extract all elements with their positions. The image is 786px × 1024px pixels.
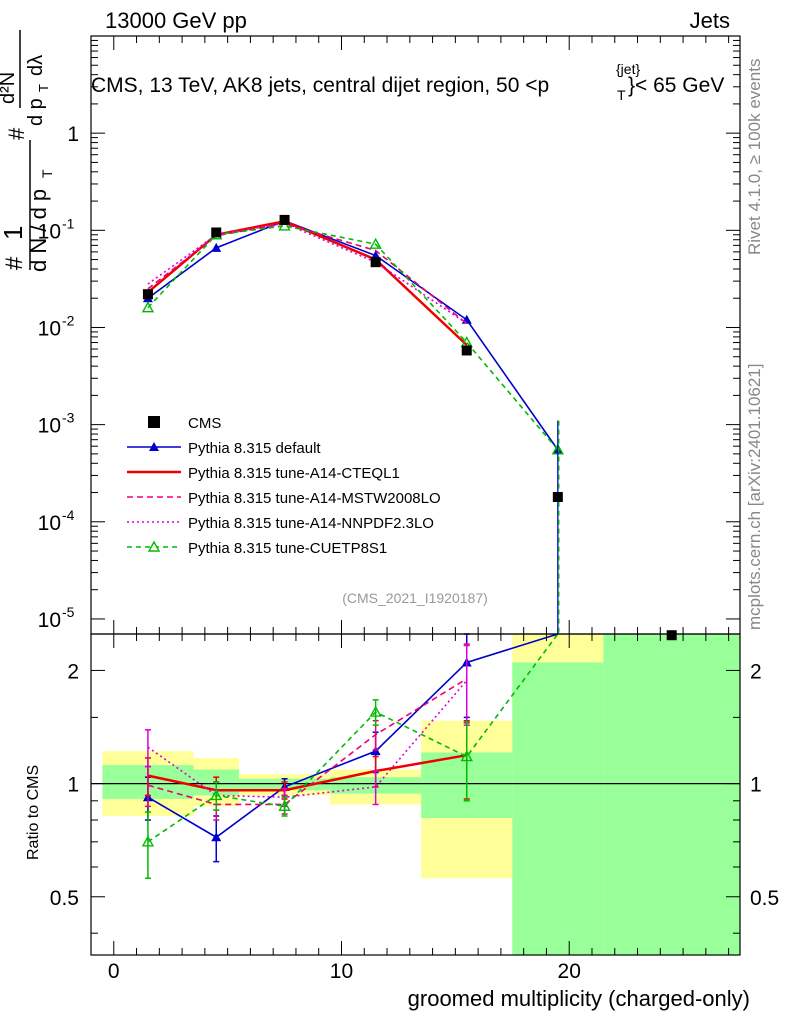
legend-label-2: Pythia 8.315 tune-A14-CTEQL1 bbox=[188, 465, 400, 482]
xtick-label-2: 20 bbox=[558, 960, 581, 983]
ylabel-frac-den2: dλ bbox=[25, 55, 47, 76]
x-axis-label: groomed multiplicity (charged-only) bbox=[408, 986, 750, 1011]
ratio-series-0-point-3 bbox=[370, 746, 381, 756]
legend-marker-5 bbox=[147, 540, 161, 552]
legend-label-1: Pythia 8.315 default bbox=[188, 440, 321, 457]
legend: CMS Pythia 8.315 default Pythia 8.315 tune… bbox=[127, 415, 441, 557]
main-series-4-point-3 bbox=[369, 237, 382, 249]
main-ytick-exp-0: -5 bbox=[62, 604, 75, 620]
ratio-series-4-point-4 bbox=[460, 750, 473, 762]
main-series-4-point-0 bbox=[141, 301, 155, 313]
main-series-4-point-2 bbox=[278, 219, 291, 231]
ratio-series-4-point-0 bbox=[141, 835, 155, 847]
cms-data-point-5 bbox=[552, 491, 563, 502]
main-series-0-point-1 bbox=[211, 242, 222, 252]
ylabel-hash2: # bbox=[4, 127, 29, 140]
main-ytick-exp-2: -3 bbox=[62, 410, 75, 426]
main-ytick-label-4: 1 bbox=[67, 123, 79, 146]
main-ytick-label-3: 10 bbox=[38, 317, 61, 340]
mcplots-site-label: mcplots.cern.ch [arXiv:2401.10621] bbox=[745, 364, 764, 630]
ylabel-den-sub: T bbox=[39, 169, 55, 178]
main-ytick-label-2: 10 bbox=[38, 415, 61, 438]
xtick-label-0: 0 bbox=[108, 960, 120, 983]
ratio-ytick-label-1: 1 bbox=[67, 774, 79, 797]
main-ytick-label-1: 10 bbox=[38, 512, 61, 535]
legend-label-3: Pythia 8.315 tune-A14-MSTW2008LO bbox=[188, 490, 441, 507]
main-y-axis-label: # 1 d N / d p T # d²N d p T dλ bbox=[0, 30, 55, 272]
main-ytick-exp-5: -1 bbox=[62, 215, 75, 231]
main-series-line-0 bbox=[147, 220, 559, 451]
ylabel-hash1: # bbox=[1, 256, 28, 270]
ratio-series-0-point-1 bbox=[211, 832, 222, 842]
plot-title-sub: T bbox=[617, 87, 626, 103]
ratio-series-4-point-3 bbox=[369, 705, 382, 717]
plot-title-sup: {jet} bbox=[616, 61, 640, 77]
ratio-frame bbox=[90, 633, 741, 956]
ylabel-frac-num: d²N bbox=[0, 72, 19, 104]
cms-data-point-1 bbox=[211, 227, 222, 238]
ratio-band-green-6 bbox=[603, 634, 740, 955]
cms-data-point-2 bbox=[279, 214, 290, 225]
ylabel-den: d N / d p bbox=[26, 189, 51, 272]
ratio-series-line-0 bbox=[147, 633, 559, 839]
cms-data-point-0 bbox=[142, 289, 153, 300]
ylabel-num: 1 bbox=[0, 226, 28, 240]
ylabel-frac-den-sub: T bbox=[36, 84, 51, 92]
xtick-label-1: 10 bbox=[330, 960, 353, 983]
cms-data-point-3 bbox=[370, 257, 381, 268]
analysis-tag: (CMS_2021_I1920187) bbox=[342, 590, 488, 606]
cms-data-point-6 bbox=[666, 630, 677, 641]
ratio-ytick-label-right-2: 2 bbox=[750, 660, 762, 683]
ratio-plot bbox=[91, 633, 740, 880]
main-series-line-1 bbox=[147, 219, 468, 346]
main-plot bbox=[141, 214, 677, 641]
main-series-line-4 bbox=[147, 225, 559, 451]
ratio-series-4-point-1 bbox=[210, 789, 223, 801]
legend-label-0: CMS bbox=[188, 415, 221, 432]
header-right: Jets bbox=[690, 8, 730, 33]
ratio-y-axis-label: Ratio to CMS bbox=[25, 765, 42, 860]
header-left: 13000 GeV pp bbox=[105, 8, 247, 33]
main-series-0-point-4 bbox=[461, 314, 472, 324]
ratio-ytick-label-right-1: 1 bbox=[750, 774, 762, 797]
ratio-ytick-label-2: 2 bbox=[67, 660, 79, 683]
main-ytick-exp-1: -4 bbox=[62, 507, 75, 523]
main-series-line-2 bbox=[147, 222, 468, 325]
plot-title-main: CMS, 13 TeV, AK8 jets, central dijet reg… bbox=[91, 74, 549, 97]
ratio-band-green-5 bbox=[512, 662, 604, 955]
plot-title-end: }< 65 GeV bbox=[628, 74, 724, 97]
ratio-ytick-label-0: 0.5 bbox=[50, 887, 79, 910]
main-ytick-label-0: 10 bbox=[38, 609, 61, 632]
main-ytick-exp-3: -2 bbox=[62, 312, 75, 328]
ratio-ytick-label-right-0: 0.5 bbox=[750, 887, 779, 910]
cms-data-point-4 bbox=[461, 345, 472, 356]
legend-label-4: Pythia 8.315 tune-A14-NNPDF2.3LO bbox=[188, 515, 434, 532]
legend-marker-1 bbox=[149, 442, 159, 451]
main-ytick-label-5: 10 bbox=[38, 220, 61, 243]
legend-label-5: Pythia 8.315 tune-CUETP8S1 bbox=[188, 540, 387, 557]
ratio-series-4-point-2 bbox=[278, 799, 291, 812]
legend-marker-cms bbox=[148, 416, 160, 428]
ylabel-frac-den: d p bbox=[25, 98, 47, 126]
ratio-uncertainty-bands bbox=[102, 634, 740, 955]
rivet-version-label: Rivet 4.1.0, ≥ 100k events bbox=[745, 59, 764, 255]
main-series-line-3 bbox=[147, 222, 468, 325]
plot-title: CMS, 13 TeV, AK8 jets, central dijet reg… bbox=[91, 61, 724, 103]
ratio-series-line-4 bbox=[147, 633, 559, 843]
